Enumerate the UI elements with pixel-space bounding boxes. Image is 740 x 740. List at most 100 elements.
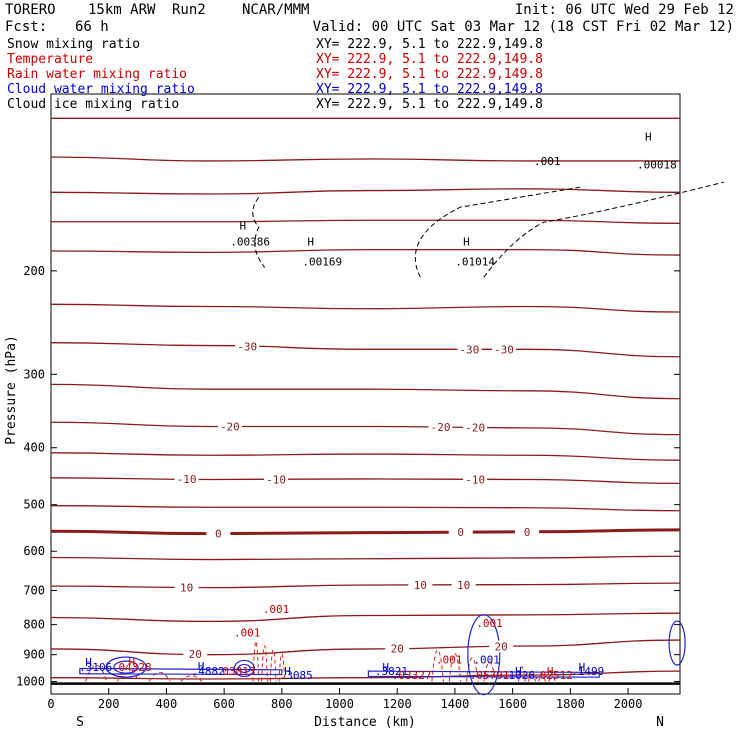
- field-extreme-label: H: [128, 656, 135, 669]
- y-tick-label: 700: [23, 584, 45, 598]
- x-tick-label: 400: [156, 697, 178, 711]
- rain-contour: [465, 657, 479, 682]
- isotherm-label: 20: [391, 642, 404, 655]
- isotherm-line: [50, 303, 681, 313]
- rain-contour: [548, 676, 556, 682]
- x-tick-label: 1800: [556, 697, 585, 711]
- field-extreme-label: .3085: [280, 669, 313, 682]
- isotherm-label: 0: [215, 528, 222, 541]
- isotherm-label-bg: [408, 578, 433, 591]
- field-extreme-label: H: [284, 665, 291, 678]
- field-extreme-label: H: [307, 235, 314, 248]
- field-extreme-label: H: [547, 665, 554, 678]
- x-axis-title: Distance (km): [314, 715, 416, 730]
- x-tick-label: 0: [47, 697, 54, 711]
- y-tick-label: 500: [23, 498, 45, 512]
- cloud-ice-contour: [483, 181, 724, 278]
- x-right-endpoint: N: [656, 715, 664, 730]
- isotherm-line: [50, 639, 681, 656]
- isotherm-label-bg: [174, 581, 199, 594]
- legend-xy: XY= 222.9, 5.1 to 222.9,149.8: [316, 37, 543, 52]
- y-tick-label: 400: [23, 441, 45, 455]
- isotherm-label-bg: [491, 343, 516, 356]
- field-extreme-label: .1499: [571, 665, 604, 678]
- field-extreme-label: .001: [534, 155, 561, 168]
- isotherm-label: -20: [431, 421, 451, 434]
- header-valid: Valid: 00 UTC Sat 03 Mar 12 (18 CST Fri …: [313, 19, 734, 35]
- rain-contour: [269, 649, 277, 682]
- isotherm-line: [50, 248, 681, 256]
- isotherm-label: 0: [524, 526, 531, 539]
- isotherm-label: 20: [189, 648, 202, 661]
- field-extreme-label: .05791: [470, 669, 510, 682]
- isotherm-label: -10: [177, 473, 197, 486]
- y-tick-label: 300: [23, 367, 45, 381]
- rain-contour: [180, 675, 203, 682]
- axes: 0 200 400 600 800 1000 1200 1400 1600 1800 2000200…: [16, 264, 680, 711]
- x-tick-label: 2000: [614, 697, 643, 711]
- field-extreme-label: .001: [473, 654, 500, 667]
- isotherm-label: -20: [465, 421, 485, 434]
- isotherm-line: [50, 555, 681, 561]
- y-tick-label: 1000: [16, 675, 45, 689]
- cloud-water-contour: [113, 660, 139, 674]
- isotherm-label: 10: [414, 579, 427, 592]
- legend-entry: Rain water mixing ratio: [7, 67, 187, 82]
- isotherm-line: [50, 670, 681, 680]
- field-extreme-label: H: [198, 660, 205, 673]
- field-extreme-label: .3821: [375, 665, 408, 678]
- isotherm-label-bg: [385, 642, 410, 655]
- isotherm-line: [50, 528, 681, 536]
- field-extreme-label: .02512: [533, 669, 573, 682]
- field-extreme-label: H: [579, 661, 586, 674]
- x-left-endpoint: S: [76, 715, 84, 730]
- cloud-water-contour: [367, 670, 600, 678]
- moisture-contours: [79, 181, 724, 696]
- temperature-isotherms: [50, 117, 681, 685]
- field-extreme-label: .00169: [302, 256, 342, 269]
- y-tick-label: 900: [23, 648, 45, 662]
- rain-contour: [517, 666, 526, 682]
- isotherm-line: [50, 421, 681, 436]
- isotherm-label-bg: [174, 473, 199, 486]
- isotherm-label: -10: [266, 473, 286, 486]
- x-tick-label: 1200: [383, 697, 412, 711]
- x-tick-label: 1400: [440, 697, 469, 711]
- field-extreme-label: .001: [263, 603, 290, 616]
- rain-contour: [278, 653, 286, 682]
- isotherm-label-bg: [206, 527, 231, 540]
- y-tick-label: 600: [23, 544, 45, 558]
- isotherm-label-bg: [463, 421, 488, 434]
- rain-contour: [448, 653, 462, 682]
- rain-contour: [261, 645, 268, 682]
- isotherm-label-bg: [451, 578, 476, 591]
- isotherm-line: [50, 342, 681, 358]
- field-extreme-label: H: [515, 665, 522, 678]
- isotherm-label-bg: [457, 343, 482, 356]
- isotherm-label-bg: [428, 421, 453, 434]
- cloud-water-contour: [237, 663, 251, 674]
- cloud-ice-contour: [414, 186, 581, 278]
- rain-contour: [148, 671, 171, 682]
- legend-entry: Temperature: [7, 52, 93, 67]
- isotherm-line: [50, 188, 681, 195]
- isotherm-line: [50, 383, 681, 400]
- isotherm-label-bg: [235, 340, 260, 353]
- isotherm-line: [50, 452, 681, 461]
- field-extreme-label: .04328: [112, 661, 152, 674]
- cloud-water-contour: [467, 614, 501, 696]
- isotherm-label: 10: [457, 579, 470, 592]
- field-extreme-label: H: [463, 235, 470, 248]
- y-tick-label: 800: [23, 618, 45, 632]
- contour-labels: -30 -30 -30 -20 -20 -20 -10 -10 -10 0 0 0 10 10 10 20 20…: [79, 131, 677, 682]
- field-extreme-label: .4882: [192, 665, 225, 678]
- rain-contour: [528, 669, 536, 682]
- isotherm-line: [50, 612, 681, 623]
- cloud-water-contour: [105, 656, 147, 678]
- legend-xy: XY= 222.9, 5.1 to 222.9,149.8: [316, 52, 543, 67]
- x-tick-label: 200: [98, 697, 120, 711]
- rain-contour: [85, 664, 108, 682]
- cloud-water-contour: [233, 659, 255, 678]
- legend-xy: XY= 222.9, 5.1 to 222.9,149.8: [316, 97, 543, 112]
- isotherm-label: -30: [459, 343, 479, 356]
